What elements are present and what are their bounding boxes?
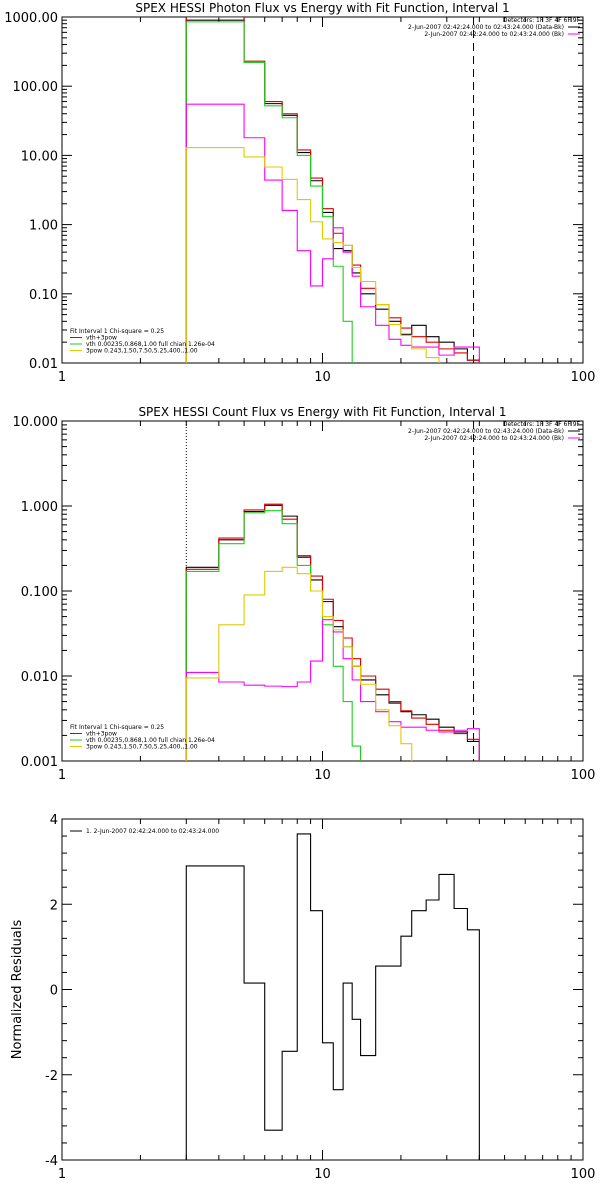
y-tick-label: 0.001	[21, 755, 58, 770]
y-axis-label: Normalized Residuals	[10, 920, 25, 1060]
x-tick-label: 10	[314, 370, 331, 385]
legend-label: 1. 2-Jun-2007 02:42:24.000 to 02:43:24.0…	[86, 828, 219, 835]
y-tick-label: 1.00	[29, 219, 58, 234]
chart-title: SPEX HESSI Photon Flux vs Energy with Fi…	[135, 1, 509, 15]
y-tick-label: 4	[50, 813, 58, 828]
y-tick-label: 1000.00	[4, 11, 58, 26]
y-tick-label: 0.10	[29, 288, 58, 303]
y-tick-label: 10.000	[13, 415, 59, 430]
x-tick-label: 1	[58, 768, 66, 783]
legend-label: vth+3pow	[86, 335, 117, 342]
x-tick-label: 1	[58, 1167, 66, 1182]
time-interval-label: 2-Jun-2007 02:42:24.000 to 02:43:24.000 …	[424, 435, 564, 442]
series-line-1	[185, 833, 480, 1160]
x-tick-label: 100	[571, 370, 596, 385]
series-line-3	[185, 21, 353, 363]
y-tick-label: 0.010	[21, 670, 58, 685]
y-tick-label: 2	[50, 898, 58, 913]
x-tick-label: 1	[58, 370, 66, 385]
series-line-5	[185, 566, 413, 761]
legend-label: vth 0.00235,0.868,1.00 full chian 1.26e-…	[86, 737, 215, 744]
legend-label: vth 0.00235,0.868,1.00 full chian 1.26e-…	[86, 341, 215, 348]
legend-label: vth+3pow	[86, 731, 117, 738]
y-tick-label: -4	[45, 1154, 58, 1169]
legend-label: 3pow 0.243,1.50,7.50,5.25,400.,1.00	[86, 744, 198, 751]
x-tick-label: 10	[314, 768, 331, 783]
panel-3: 1 10 100 4 2 0 -2 -4 Normalized Residuals 1. 2-Ju…	[10, 813, 595, 1182]
y-tick-label: 0.100	[21, 585, 58, 600]
panel-2: SPEX HESSI Count Flux vs Energy with Fit…	[13, 405, 596, 783]
y-tick-label: 0	[50, 984, 58, 999]
series-line-2	[185, 17, 480, 363]
y-tick-label: -2	[45, 1069, 58, 1084]
legend-label: 3pow 0.243,1.50,7.50,5.25,400.,1.00	[86, 348, 198, 355]
time-interval-label: 2-Jun-2007 02:42:24.000 to 02:43:24.000 …	[424, 31, 564, 38]
panel-1: SPEX HESSI Photon Flux vs Energy with Fi…	[4, 1, 595, 385]
fit-summary-label: Fit Interval 1 Chi-square = 0.25	[70, 328, 164, 335]
detectors-label: Detectors: 1F 3F 4F 6F 9F	[503, 421, 581, 428]
fit-summary-label: Fit Interval 1 Chi-square = 0.25	[70, 724, 164, 731]
x-tick-label: 100	[571, 1167, 596, 1182]
x-tick-label: 10	[314, 1167, 331, 1182]
time-interval-label: 2-Jun-2007 02:42:24.000 to 02:43:24.000 …	[408, 24, 564, 31]
y-tick-label: 1.000	[21, 500, 58, 515]
y-tick-label: 10.00	[21, 149, 58, 164]
time-interval-label: 2-Jun-2007 02:42:24.000 to 02:43:24.000 …	[408, 428, 564, 435]
series-line-3	[185, 510, 362, 761]
chart-title: SPEX HESSI Count Flux vs Energy with Fit…	[138, 405, 506, 419]
y-tick-label: 0.01	[29, 357, 58, 372]
detectors-label: Detectors: 1F 3F 4F 6F 9F	[503, 17, 581, 24]
series-line-1	[185, 19, 480, 363]
y-tick-label: 100.00	[13, 80, 59, 95]
series-line-5	[185, 146, 440, 363]
x-tick-label: 100	[571, 768, 596, 783]
